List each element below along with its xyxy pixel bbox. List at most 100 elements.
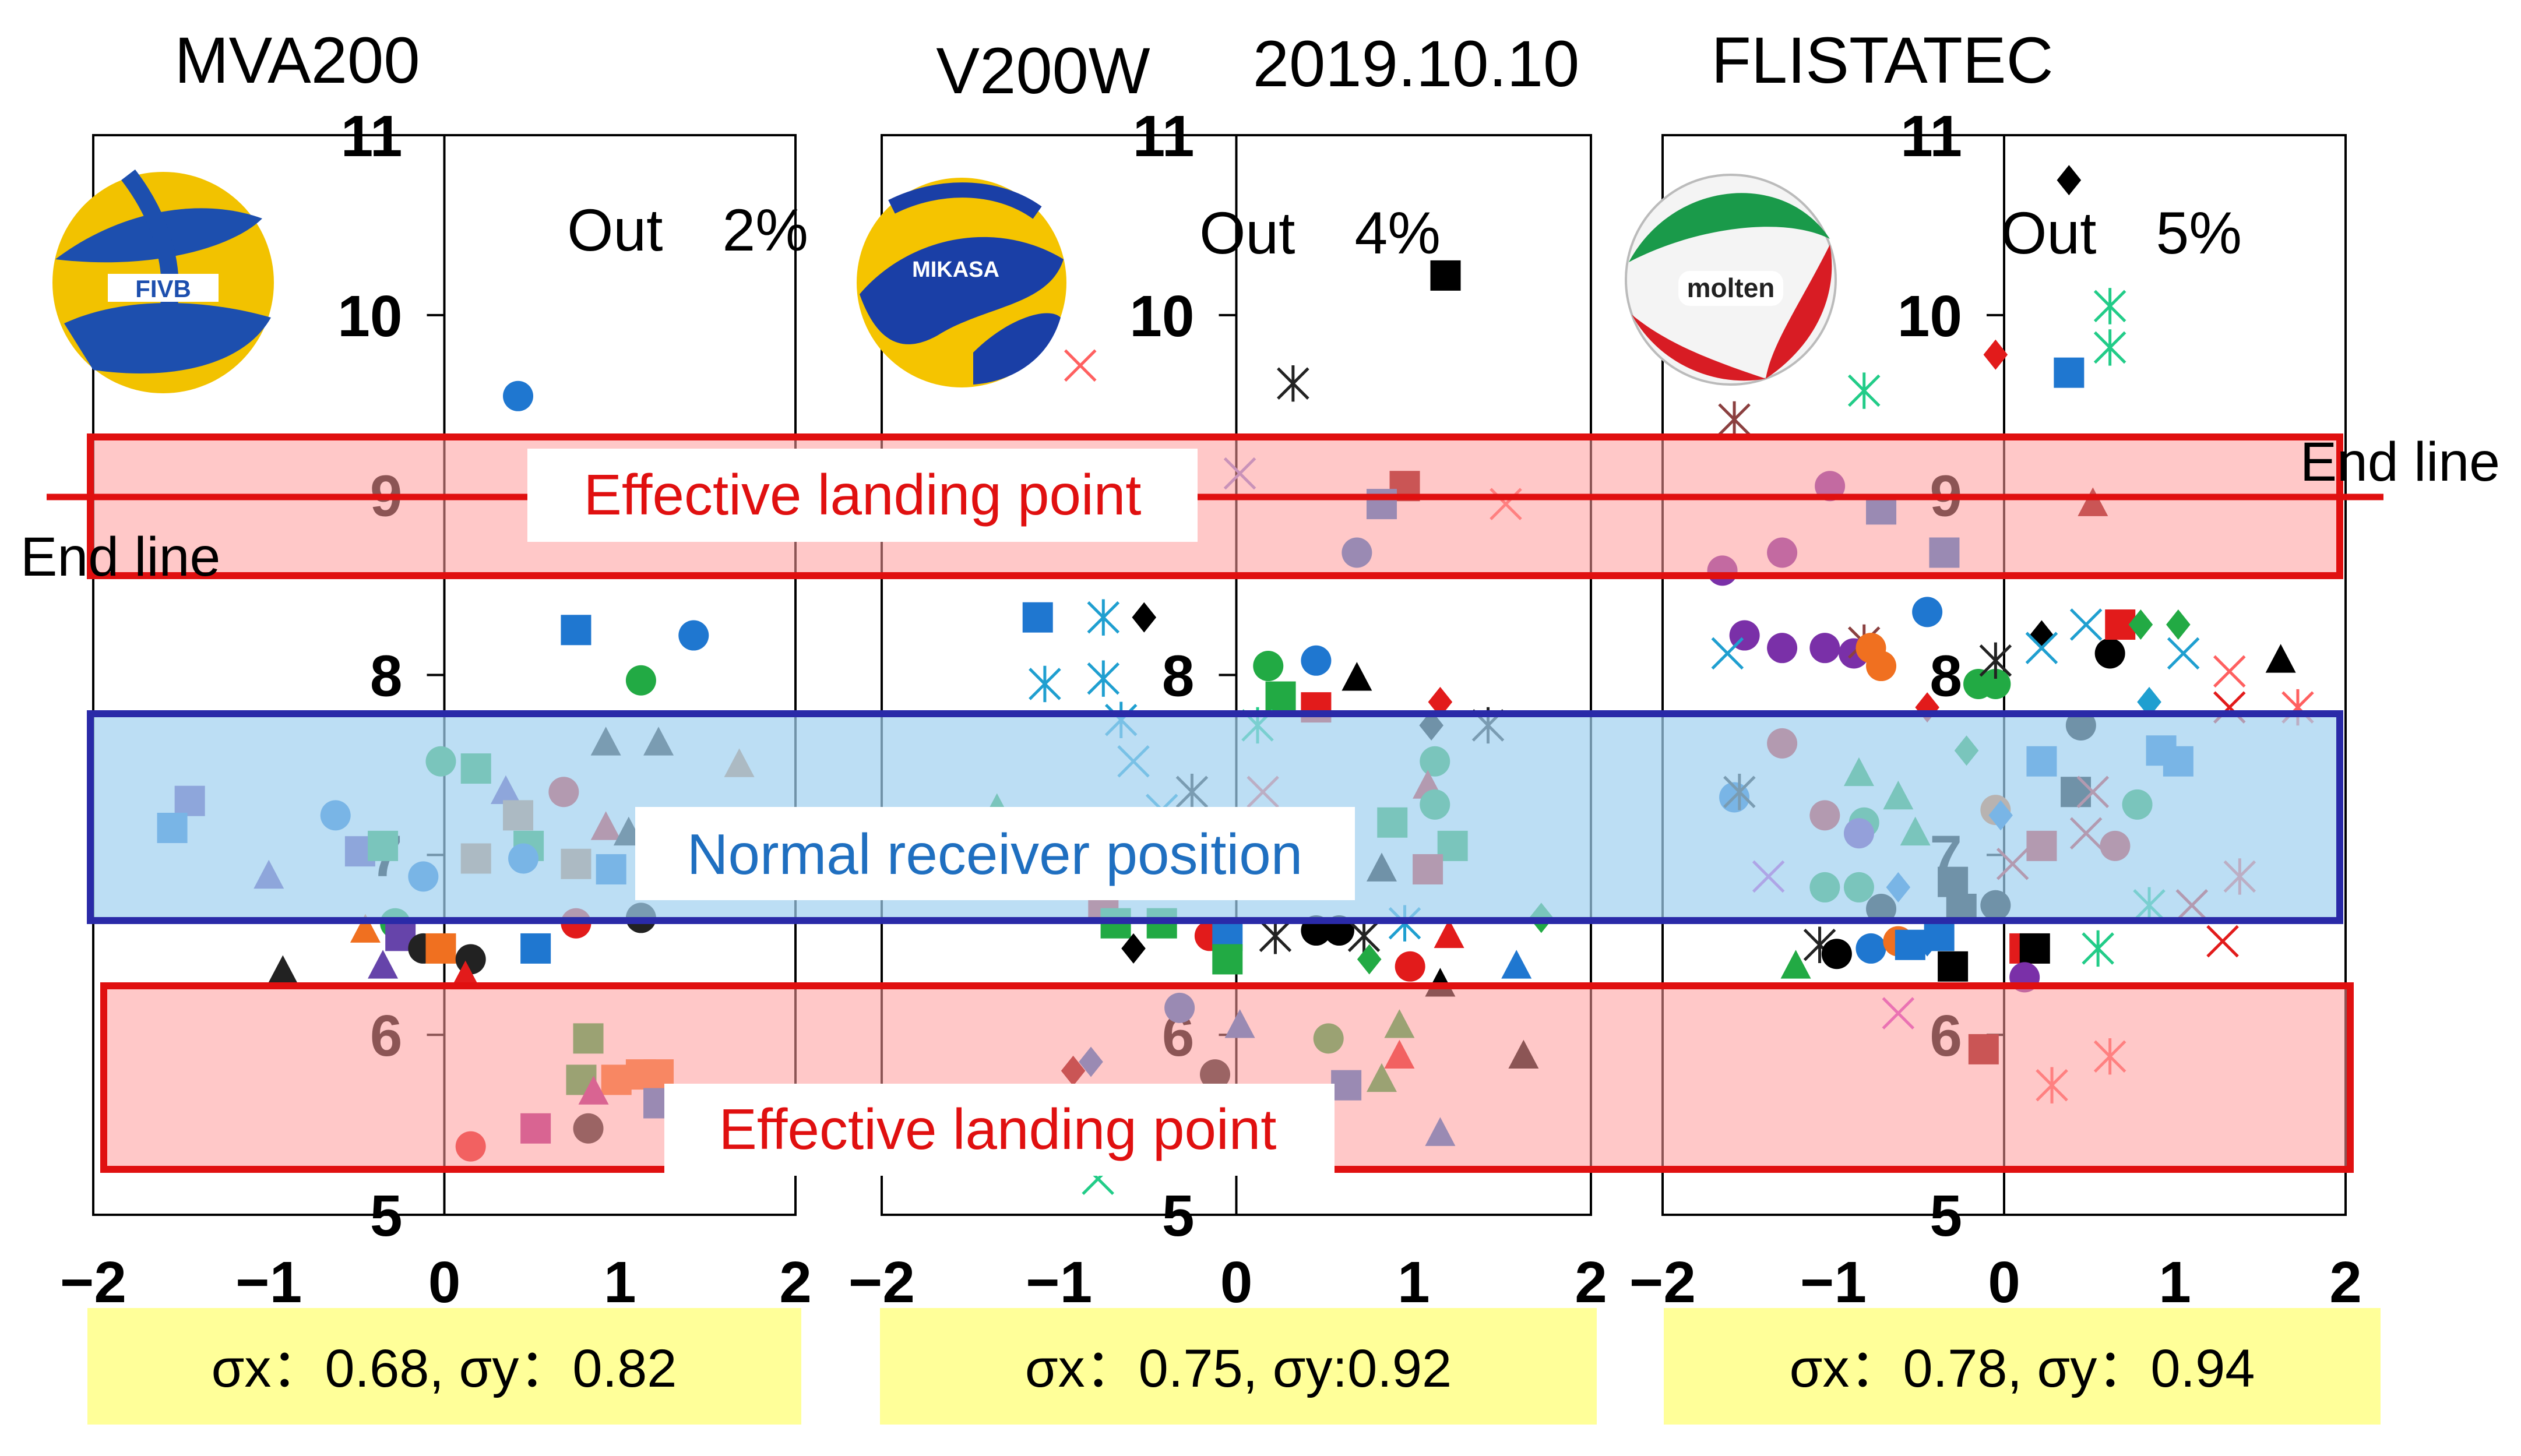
panel-3-scatter-point (2167, 637, 2200, 670)
ball-brand-text-fivb: FIVB (135, 275, 191, 302)
panel-1-scatter-point (267, 955, 298, 984)
panel-3-x-tick-label: 2 (2329, 1250, 2362, 1315)
panel-3-scatter-point (1711, 637, 1744, 670)
panel-3-scatter-point (2093, 329, 2126, 366)
effective-landing-band-top (87, 433, 2343, 579)
mikasa-volleyball-icon: MIKASA (857, 178, 1066, 387)
band-label-box-bottom (664, 1084, 1335, 1176)
panel-1-x-tick-label: 2 (779, 1250, 812, 1315)
panel-1-scatter-point (450, 960, 481, 990)
panel-2-stats: σx：0.75, σy:0.92 (1025, 1339, 1452, 1398)
panel-1-scatter-point (350, 914, 381, 943)
effective-landing-label-bottom: Effective landing point (719, 1097, 1276, 1161)
panel-3-scatter-point (2137, 686, 2161, 717)
panel-3-y-tick-label: 5 (1930, 1183, 1962, 1249)
panel-3-scatter-point (1718, 401, 1751, 438)
panel-3-scatter-point (1979, 642, 2012, 679)
header-date: 2019.10.10 (1253, 27, 1580, 100)
panel-3-title: FLISTATEC (1711, 24, 2053, 97)
panel-3-scatter-point (2166, 609, 2191, 640)
panel-3-scatter-point (1767, 633, 1798, 664)
panel-3-x-tick-label: 1 (2159, 1250, 2191, 1315)
panel-2-y-tick-label: 5 (1162, 1183, 1195, 1249)
panel-3-scatter-point (2054, 357, 2085, 388)
panel-3-scatter-point (2019, 933, 2050, 964)
panel-1-scatter-point (455, 944, 486, 975)
panel-2-scatter-point (1064, 349, 1097, 382)
panel-2-x-tick-label: 0 (1220, 1250, 1253, 1315)
panel-3-scatter-point (1983, 339, 2008, 370)
panel-1-y-tick-label: 10 (337, 284, 402, 349)
panel-1-x-tick-label: −2 (60, 1250, 126, 1315)
panel-3-scatter-point (2213, 655, 2246, 688)
panel-2-scatter-point (1022, 602, 1053, 633)
ball-brand-text-mikasa: MIKASA (912, 258, 999, 282)
panel-1-stats-box (87, 1308, 801, 1425)
panel-3-scatter-point (1980, 668, 2011, 699)
panel-3-scatter-point (2069, 608, 2103, 641)
panel-2-x-tick-label: 2 (1575, 1250, 1607, 1315)
panel-3-scatter-point (1821, 939, 1852, 970)
panel-2-scatter-point (1395, 951, 1425, 982)
panel-2-scatter-point (1265, 681, 1296, 712)
fivb-volleyball-icon: FIVB (52, 169, 274, 393)
band-label-box-middle (635, 807, 1355, 900)
panel-2-x-tick-label: −2 (848, 1250, 915, 1315)
panel-2-scatter-point (1501, 950, 1532, 979)
panel-1-y-tick-label: 5 (370, 1183, 403, 1249)
panel-1-stats: σx：0.68, σy：0.82 (212, 1339, 677, 1398)
panel-2-scatter-point (1434, 919, 1464, 949)
panel-2-scatter-point (1277, 365, 1309, 402)
panel-2-y-tick-label: 10 (1129, 284, 1194, 349)
panel-1-scatter-point (368, 950, 399, 979)
panel-2-scatter-point (1428, 686, 1453, 717)
panel-3-scatter-point (1938, 951, 1969, 982)
panel-3-y-tick-label: 8 (1930, 644, 1962, 709)
panel-2-out-label: Out 4% (1199, 200, 1441, 266)
panel-3-scatter-point (2128, 609, 2153, 640)
panel-1-x-tick-label: 0 (428, 1250, 461, 1315)
panel-3-scatter-point (1847, 372, 1881, 409)
panel-3-scatter-point (1912, 597, 1943, 627)
panel-2-scatter-point (1342, 662, 1372, 691)
panel-2-scatter-point (1357, 944, 1382, 975)
panel-2-scatter-point (1121, 933, 1146, 964)
effective-landing-label-top: Effective landing point (583, 463, 1141, 527)
end-line-label-right: End line (2300, 431, 2500, 493)
panel-3-scatter-point (1809, 633, 1840, 664)
panel-3-y-tick-label: 10 (1897, 284, 1962, 349)
panel-2-scatter-point (1087, 599, 1120, 636)
panel-1-x-tick-label: −1 (235, 1250, 302, 1315)
panel-3-scatter-point (1855, 933, 1886, 964)
panel-1-y-tick-label: 8 (370, 644, 403, 709)
panel-3-scatter-point (2025, 632, 2058, 664)
panel-1-title: MVA200 (174, 24, 420, 97)
panel-3-out-label: Out 5% (2001, 200, 2242, 266)
panel-1-x-tick-label: 1 (604, 1250, 636, 1315)
panel-2-scatter-point (1087, 660, 1120, 697)
ball-brand-text-molten: molten (1687, 273, 1775, 303)
panel-2-scatter-point (1029, 665, 1061, 703)
panel-1-scatter-point (503, 380, 534, 411)
panel-1-scatter-point (520, 933, 551, 964)
panel-2-scatter-point (1132, 602, 1157, 633)
panel-3-scatter-point (2082, 930, 2114, 967)
panel-2-scatter-point (1212, 944, 1243, 975)
band-label-box-top (527, 449, 1198, 542)
panel-2-scatter-point (1253, 651, 1284, 682)
panel-3-scatter-point (2206, 925, 2239, 958)
panel-3-scatter-point (2094, 638, 2125, 669)
panel-3-x-tick-label: −1 (1800, 1250, 1867, 1315)
panel-1-scatter-point (561, 615, 591, 646)
panel-3-stats: σx：0.78, σy：0.94 (1790, 1339, 2255, 1398)
panel-1-y-tick-label: 11 (341, 104, 403, 169)
panel-3-y-tick-label: 11 (1900, 104, 1962, 169)
normal-receiver-label: Normal receiver position (687, 822, 1303, 886)
panel-3-scatter-point (1924, 921, 1955, 951)
panel-3-stats-box (1664, 1308, 2381, 1425)
panel-2-title: V200W (936, 34, 1150, 107)
panel-1-scatter-point (625, 665, 656, 696)
panel-3-scatter-point (1780, 950, 1811, 979)
panel-2-x-tick-label: −1 (1026, 1250, 1092, 1315)
